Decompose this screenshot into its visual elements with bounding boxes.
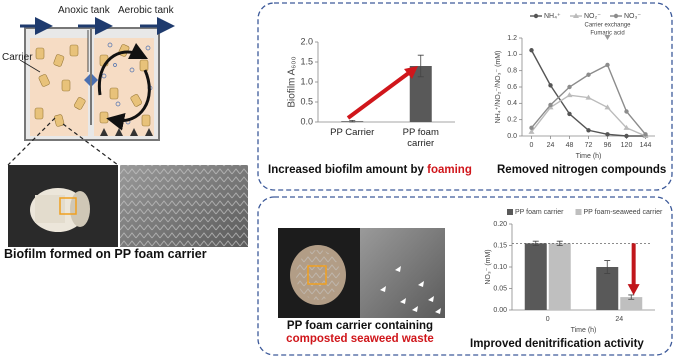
y-tick-label: 1.0 xyxy=(300,76,313,86)
tank-label: Aerobic tank xyxy=(118,5,174,16)
bar xyxy=(596,267,619,310)
y-tick-label: 0.2 xyxy=(507,117,517,124)
x-tick-label: 0 xyxy=(530,142,534,149)
y-axis-label: Biofilm A₆₀₀ xyxy=(287,56,298,107)
caption: Removed nitrogen compounds xyxy=(497,164,667,176)
point xyxy=(605,132,610,137)
legend-label: PP foam carrier xyxy=(515,209,564,216)
legend-label: PP foam-seaweed carrier xyxy=(584,209,664,216)
x-axis-label: Time (h) xyxy=(571,327,597,334)
error-bar xyxy=(604,260,611,274)
annotation-arrow xyxy=(604,35,611,40)
error-bar xyxy=(628,294,635,300)
y-tick-label: 0.20 xyxy=(493,221,507,228)
x-tick-label: 0 xyxy=(546,316,550,323)
x-tick-label: 144 xyxy=(640,142,652,149)
annotation: Fumaric acid xyxy=(590,31,624,37)
y-tick-label: 0.8 xyxy=(507,68,517,75)
bar xyxy=(548,243,571,310)
caption-highlight: foaming xyxy=(427,164,472,176)
y-tick-label: 0.4 xyxy=(507,100,517,107)
error-bar xyxy=(417,54,424,78)
point xyxy=(548,102,553,108)
y-tick-label: 1.2 xyxy=(507,35,517,42)
point xyxy=(623,124,630,130)
x-axis-label: Time (h) xyxy=(576,153,602,160)
panel-frame xyxy=(257,196,673,356)
error-bar xyxy=(532,240,539,246)
caption: Increased biofilm amount by foaming xyxy=(268,164,472,177)
point xyxy=(643,132,648,137)
trend-arrow-head xyxy=(404,66,418,79)
point xyxy=(567,84,572,90)
caption-highlight: composted seaweed waste xyxy=(286,333,434,346)
point xyxy=(529,125,534,131)
point xyxy=(624,109,629,114)
x-tick-label: 72 xyxy=(585,142,593,149)
caption: Improved denitrification activity xyxy=(470,338,644,350)
caption: Biofilm formed on PP foam carrier xyxy=(4,247,207,261)
point xyxy=(605,62,610,68)
y-tick-label: 0.05 xyxy=(493,285,507,292)
error-bar xyxy=(556,240,563,246)
trend-arrow xyxy=(346,70,412,120)
legend-marker xyxy=(533,13,539,19)
x-tick-label: 24 xyxy=(615,316,623,323)
annotation: Carrier exchange xyxy=(584,23,631,29)
caption-text: PP foam carrier containing xyxy=(286,320,434,332)
y-tick-label: 0.6 xyxy=(507,84,517,91)
legend-marker xyxy=(613,13,619,19)
x-tick-label: 120 xyxy=(621,142,633,149)
y-axis-label: NO₃⁻ (mM) xyxy=(485,249,492,284)
photo-carrier xyxy=(8,165,248,247)
x-tick-label: 96 xyxy=(604,142,612,149)
point xyxy=(567,111,572,117)
point xyxy=(585,94,592,100)
point xyxy=(528,128,535,134)
y-tick-label: 2.0 xyxy=(300,36,313,46)
point xyxy=(624,133,629,139)
legend-marker xyxy=(573,13,579,18)
legend-label: NO₂⁻ xyxy=(584,13,601,20)
panel-frame xyxy=(257,2,673,191)
point xyxy=(586,72,591,77)
y-tick-label: 0.5 xyxy=(300,96,313,106)
y-axis-label: NH₄⁺/NO₂⁻/NO₃⁻ (mM) xyxy=(495,51,502,124)
y-tick-label: 1.5 xyxy=(300,56,313,66)
error-bar xyxy=(349,120,356,123)
point xyxy=(529,48,534,53)
point xyxy=(548,83,553,88)
tank-label: Anoxic tank xyxy=(58,5,110,16)
photo-seaweed-carrier xyxy=(278,228,445,318)
x-tick-label: 24 xyxy=(547,142,555,149)
carrier-label: Carrier xyxy=(2,52,33,63)
point xyxy=(586,128,591,133)
point xyxy=(566,92,573,98)
reduction-arrow-head xyxy=(627,284,640,296)
bar xyxy=(409,66,432,122)
y-tick-label: 0.10 xyxy=(493,264,507,271)
caption: PP foam carrier containing composted seaw… xyxy=(280,320,440,346)
caption-text: Increased biofilm amount by xyxy=(268,164,424,176)
y-tick-label: 0.15 xyxy=(493,242,507,249)
y-tick-label: 0.0 xyxy=(507,133,517,140)
point xyxy=(604,104,611,110)
tank-diagram xyxy=(7,17,175,166)
legend-label: NH₄⁺ xyxy=(544,13,561,20)
legend-label: NO₃⁻ xyxy=(624,13,641,20)
y-tick-label: 1.0 xyxy=(507,51,517,58)
x-tick-label: PP Carrier xyxy=(330,127,375,138)
bar xyxy=(524,243,547,310)
x-tick-label: 48 xyxy=(566,142,574,149)
legend-swatch xyxy=(575,209,582,215)
y-tick-label: 0.00 xyxy=(493,307,507,314)
y-tick-label: 0.0 xyxy=(300,116,313,126)
series-line xyxy=(530,49,646,137)
legend-swatch xyxy=(507,209,513,215)
bar xyxy=(620,297,643,310)
x-tick-label: PP foam carrier xyxy=(402,127,439,149)
